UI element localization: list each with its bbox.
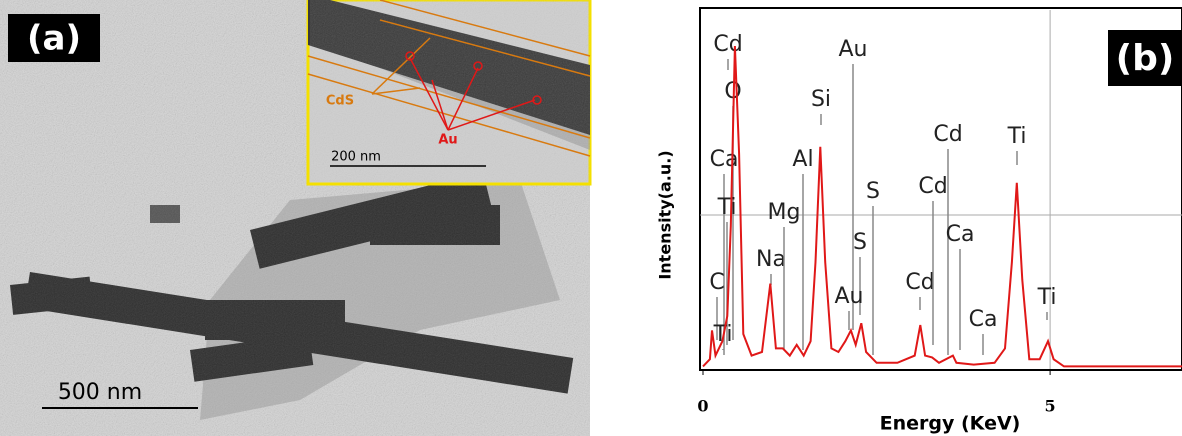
peak-label: Mg	[768, 200, 801, 225]
figure: (a) 500 nm CdS Au 200 nm (b) Energy (KeV…	[0, 0, 1182, 436]
peak-label: Cd	[905, 270, 934, 295]
inset-scale-label: 200 nm	[331, 150, 381, 165]
inset-au-label: Au	[438, 133, 457, 148]
peak-label: Al	[792, 147, 813, 172]
y-axis-label: Intensity(a.u.)	[656, 150, 675, 279]
peak-label: Ca	[946, 222, 975, 247]
peak-label: Ti	[717, 195, 737, 220]
figure-svg: (a) 500 nm CdS Au 200 nm (b) Energy (KeV…	[0, 0, 1182, 436]
peak-label: S	[866, 179, 880, 204]
peak-label: Na	[756, 247, 786, 272]
peak-label: Au	[839, 37, 868, 62]
panel-label: (b)	[1116, 38, 1175, 79]
peak-label: Ti	[1007, 124, 1027, 149]
inset: CdS Au 200 nm	[308, 0, 590, 184]
peak-label: Ca	[969, 307, 998, 332]
peak-label: Ca	[710, 147, 739, 172]
peak-label: Cd	[713, 32, 742, 57]
peak-label: Cd	[933, 122, 962, 147]
scale-bar-label: 500 nm	[58, 380, 142, 405]
x-tick-label: 0	[697, 397, 708, 416]
peak-label: Cd	[918, 174, 947, 199]
peak-label: S	[853, 230, 867, 255]
peak-label: Au	[835, 284, 864, 309]
x-axis-label: Energy (KeV)	[880, 413, 1021, 435]
peak-label: Ti	[1037, 285, 1057, 310]
panel-label: (a)	[27, 19, 81, 59]
inset-cds-label: CdS	[326, 94, 354, 109]
peak-label: C	[709, 270, 724, 295]
peak-label: Si	[811, 87, 831, 112]
x-tick-label: 5	[1045, 397, 1056, 416]
